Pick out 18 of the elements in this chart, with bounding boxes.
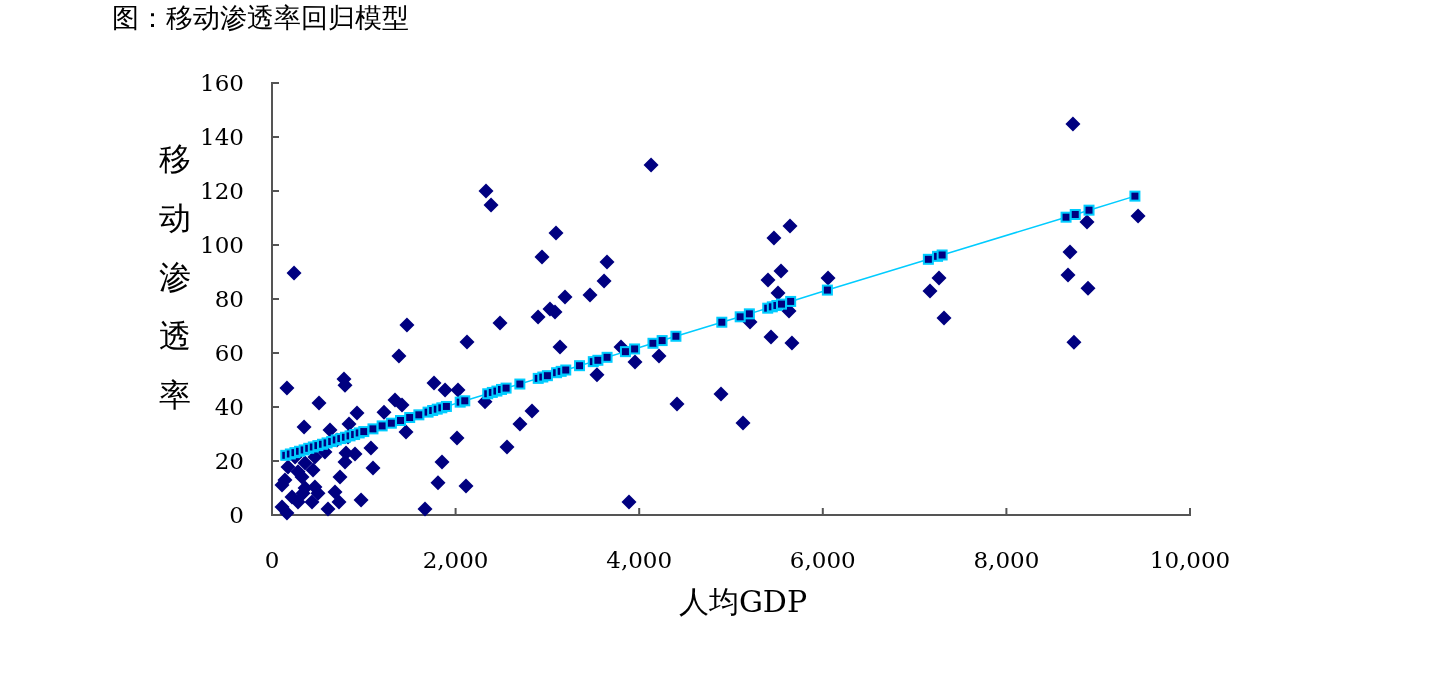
y-tick-label: 80 <box>214 286 244 312</box>
x-tick-label: 10,000 <box>1149 547 1231 573</box>
x-axis-title: 人均GDP <box>678 584 808 619</box>
x-tick-label: 6,000 <box>789 547 856 573</box>
y-tick-label: 160 <box>200 70 244 96</box>
x-tick-label: 8,000 <box>973 547 1040 573</box>
y-tick-label: 100 <box>200 232 244 258</box>
y-axis-title: 移动渗透率 <box>159 140 191 414</box>
chart-title: 图：移动渗透率回归模型 <box>112 2 409 33</box>
x-tick-label: 0 <box>264 547 280 573</box>
x-tick-label: 4,000 <box>606 547 673 573</box>
y-tick-label: 120 <box>200 178 244 204</box>
y-tick-label: 20 <box>214 448 244 474</box>
y-tick-label: 40 <box>214 394 244 420</box>
y-tick-label: 0 <box>229 502 244 528</box>
x-tick-label: 2,000 <box>422 547 489 573</box>
y-tick-label: 140 <box>200 124 244 150</box>
y-tick-label: 60 <box>214 340 244 366</box>
